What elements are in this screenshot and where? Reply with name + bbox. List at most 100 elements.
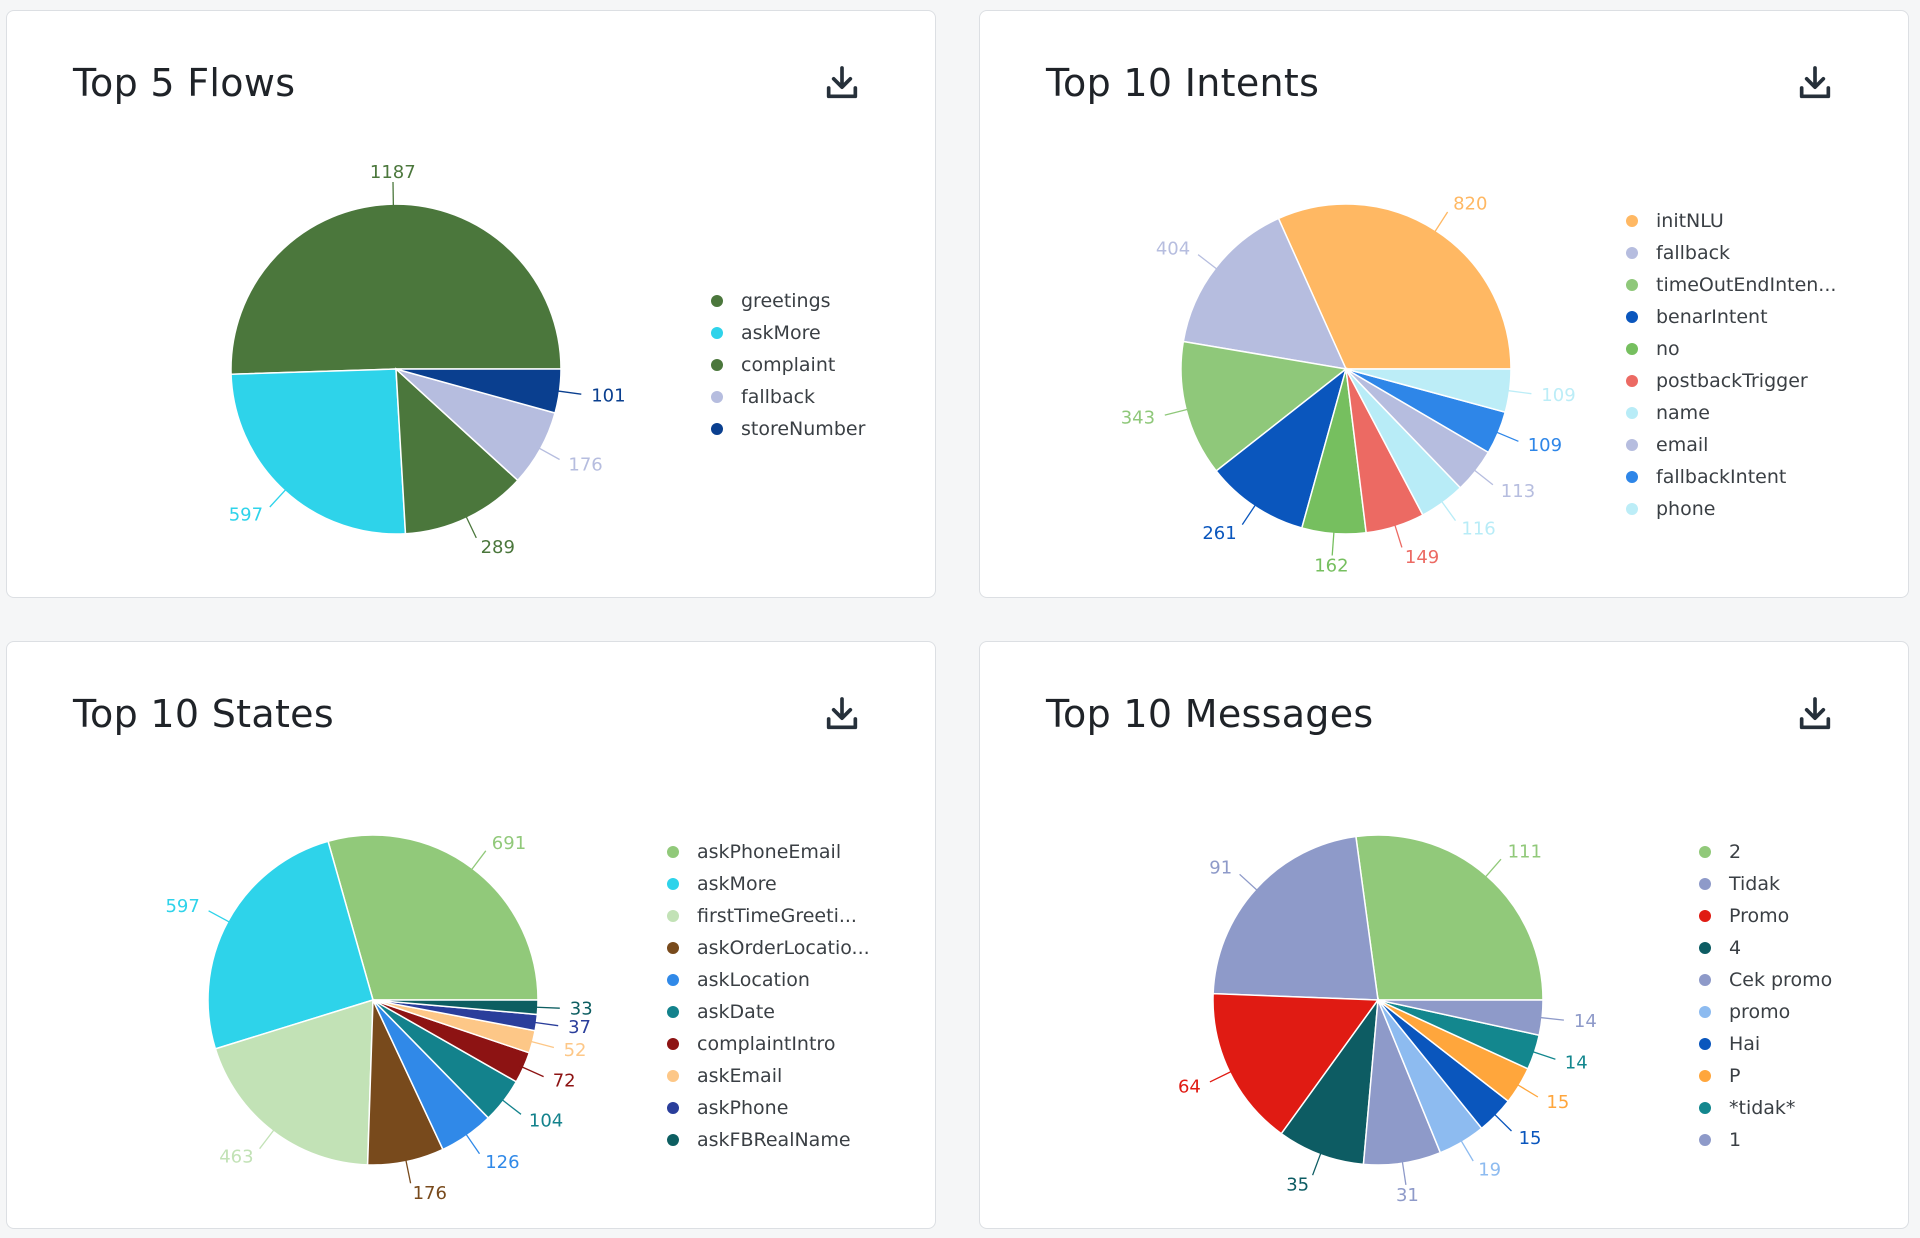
data-label: 15 bbox=[1546, 1092, 1569, 1113]
legend-item[interactable]: postbackTrigger bbox=[1626, 370, 1808, 392]
data-label: 149 bbox=[1405, 547, 1439, 568]
legend-item[interactable]: no bbox=[1626, 338, 1680, 360]
legend-label: Hai bbox=[1729, 1033, 1760, 1055]
legend-item[interactable]: askMore bbox=[711, 322, 821, 344]
legend-label: complaint bbox=[741, 354, 835, 376]
data-label: 37 bbox=[568, 1017, 591, 1038]
legend-item[interactable]: firstTimeGreeti... bbox=[667, 905, 857, 927]
pie-slice-greetings[interactable] bbox=[230, 203, 562, 376]
legend-swatch bbox=[1626, 247, 1638, 259]
data-label: 64 bbox=[1178, 1076, 1201, 1097]
legend-item[interactable]: promo bbox=[1699, 1001, 1790, 1023]
data-label: 101 bbox=[591, 386, 625, 407]
legend-label: askOrderLocatio... bbox=[697, 937, 870, 959]
legend-item[interactable]: complaintIntro bbox=[667, 1033, 835, 1055]
leader-line bbox=[1459, 1138, 1474, 1162]
legend-swatch bbox=[1626, 343, 1638, 355]
data-label: 109 bbox=[1528, 435, 1562, 456]
legend-item[interactable]: complaint bbox=[711, 354, 835, 376]
data-label: 104 bbox=[529, 1110, 563, 1131]
legend-item[interactable]: askDate bbox=[667, 1001, 775, 1023]
legend-label: greetings bbox=[741, 290, 831, 312]
legend-item[interactable]: askLocation bbox=[667, 969, 810, 991]
leader-line bbox=[464, 1131, 481, 1155]
pie-slice-tidak[interactable] bbox=[1212, 835, 1379, 1001]
leader-line bbox=[1505, 389, 1532, 395]
download-icon[interactable] bbox=[822, 63, 862, 103]
legend-swatch bbox=[1626, 503, 1638, 515]
legend-item[interactable]: benarIntent bbox=[1626, 306, 1768, 328]
data-label: 111 bbox=[1508, 842, 1542, 863]
leader-line bbox=[1311, 1150, 1323, 1176]
data-label: 109 bbox=[1541, 385, 1575, 406]
legend-item[interactable]: askFBRealName bbox=[667, 1129, 851, 1151]
legend-swatch bbox=[1699, 846, 1711, 858]
data-label: 176 bbox=[413, 1183, 447, 1204]
leader-line bbox=[500, 1097, 522, 1115]
data-label: 343 bbox=[1121, 408, 1155, 429]
legend-item[interactable]: P bbox=[1699, 1065, 1740, 1087]
legend-label: complaintIntro bbox=[697, 1033, 835, 1055]
legend-item[interactable]: greetings bbox=[711, 290, 831, 312]
legend-item[interactable]: fallback bbox=[711, 386, 815, 408]
leader-line bbox=[1439, 499, 1457, 521]
legend-item[interactable]: askOrderLocatio... bbox=[667, 937, 870, 959]
legend-label: askPhone bbox=[697, 1097, 788, 1119]
data-label: 19 bbox=[1478, 1160, 1501, 1181]
legend-item[interactable]: 1 bbox=[1699, 1129, 1741, 1151]
legend-swatch bbox=[1699, 1006, 1711, 1018]
legend-swatch bbox=[1699, 1102, 1711, 1114]
legend-item[interactable]: *tidak* bbox=[1699, 1097, 1795, 1119]
legend-swatch bbox=[1626, 471, 1638, 483]
legend-item[interactable]: fallbackIntent bbox=[1626, 466, 1786, 488]
legend-swatch bbox=[711, 295, 723, 307]
legend-item[interactable]: askEmail bbox=[667, 1065, 782, 1087]
legend-swatch bbox=[667, 1038, 679, 1050]
leader-line bbox=[464, 514, 477, 539]
download-icon[interactable] bbox=[822, 694, 862, 734]
legend-item[interactable]: Tidak bbox=[1699, 873, 1780, 895]
data-label: 597 bbox=[229, 504, 263, 525]
legend-item[interactable]: askMore bbox=[667, 873, 777, 895]
legend-item[interactable]: askPhoneEmail bbox=[667, 841, 841, 863]
legend-item[interactable]: phone bbox=[1626, 498, 1715, 520]
legend-label: *tidak* bbox=[1729, 1097, 1795, 1119]
legend-label: fallback bbox=[741, 386, 815, 408]
data-label: 31 bbox=[1396, 1185, 1419, 1206]
legend-item[interactable]: Promo bbox=[1699, 905, 1789, 927]
leader-line bbox=[528, 1040, 555, 1049]
legend-label: timeOutEndInten... bbox=[1656, 274, 1836, 296]
legend-label: no bbox=[1656, 338, 1680, 360]
legend-item[interactable]: Cek promo bbox=[1699, 969, 1832, 991]
leader-line bbox=[1401, 1159, 1407, 1185]
legend-label: 1 bbox=[1729, 1129, 1741, 1151]
leader-line bbox=[1393, 522, 1403, 548]
legend-item[interactable]: email bbox=[1626, 434, 1708, 456]
legend-swatch bbox=[667, 1006, 679, 1018]
download-icon[interactable] bbox=[1795, 694, 1835, 734]
legend-item[interactable]: 4 bbox=[1699, 937, 1741, 959]
legend-label: phone bbox=[1656, 498, 1715, 520]
legend-swatch bbox=[667, 1070, 679, 1082]
data-label: 820 bbox=[1453, 194, 1487, 215]
legend-item[interactable]: timeOutEndInten... bbox=[1626, 274, 1836, 296]
legend-swatch bbox=[1626, 439, 1638, 451]
card-title: Top 10 Intents bbox=[1046, 61, 1320, 105]
legend-swatch bbox=[667, 878, 679, 890]
leader-line bbox=[1239, 873, 1260, 893]
legend-label: askDate bbox=[697, 1001, 775, 1023]
download-icon[interactable] bbox=[1795, 63, 1835, 103]
legend-item[interactable]: name bbox=[1626, 402, 1710, 424]
leader-line bbox=[532, 1021, 559, 1027]
legend-item[interactable]: askPhone bbox=[667, 1097, 788, 1119]
data-label: 261 bbox=[1202, 523, 1236, 544]
legend-label: promo bbox=[1729, 1001, 1790, 1023]
data-label: 126 bbox=[485, 1152, 519, 1173]
legend-item[interactable]: initNLU bbox=[1626, 210, 1724, 232]
legend-item[interactable]: Hai bbox=[1699, 1033, 1760, 1055]
legend-item[interactable]: fallback bbox=[1626, 242, 1730, 264]
legend-item[interactable]: 2 bbox=[1699, 841, 1741, 863]
legend-item[interactable]: storeNumber bbox=[711, 418, 866, 440]
